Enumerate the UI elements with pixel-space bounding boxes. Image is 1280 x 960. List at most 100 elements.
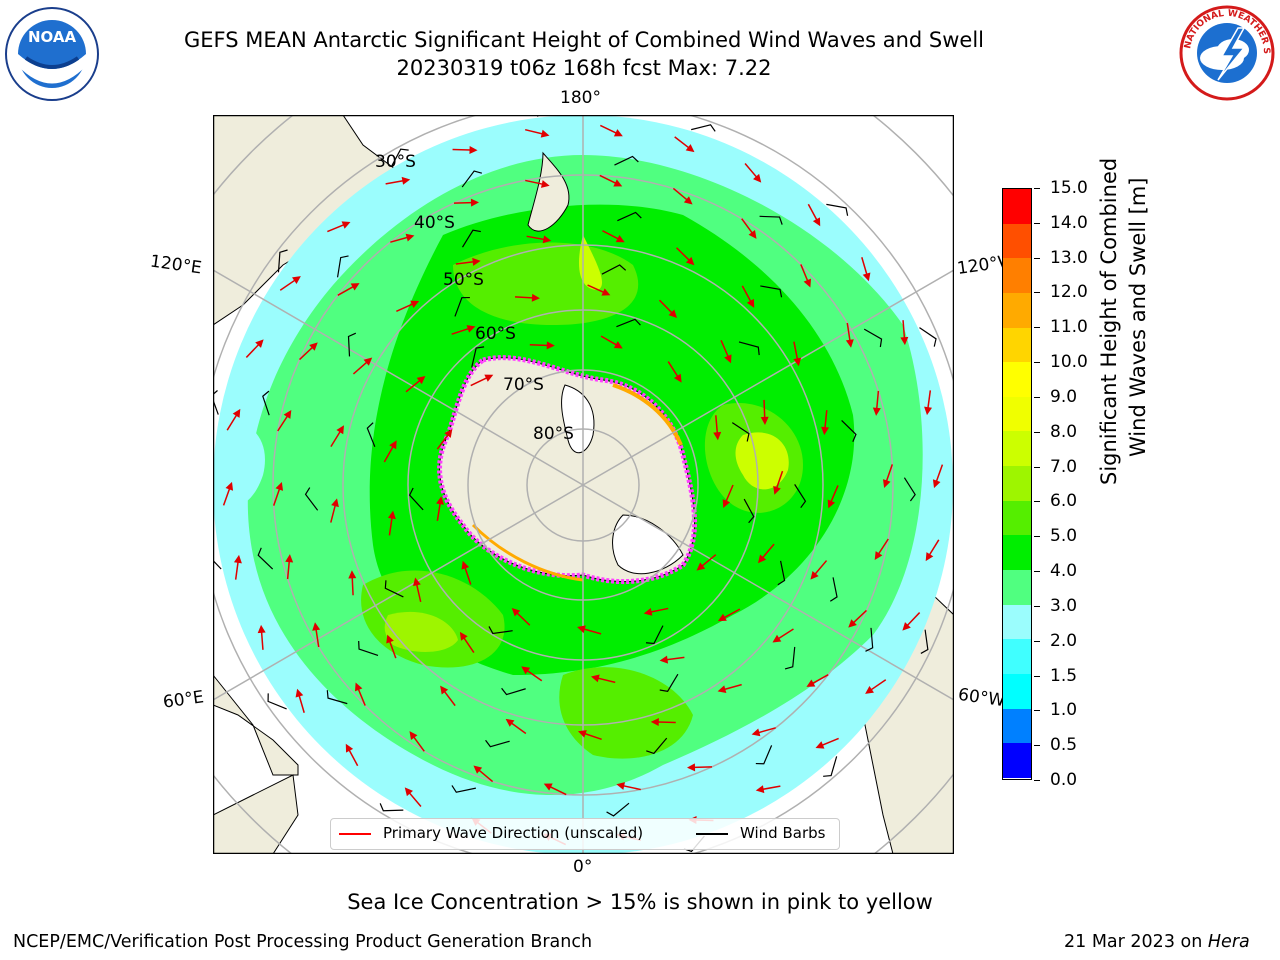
wave-arrow-head <box>683 196 693 205</box>
wave-arrow-head <box>686 763 696 772</box>
wave-arrow-head <box>751 728 761 737</box>
wind-barb <box>777 560 786 586</box>
wind-barb <box>759 215 783 225</box>
map-legend: Primary Wave Direction (unscaled) Wind B… <box>330 818 840 850</box>
graticule <box>213 115 954 854</box>
wind-barb <box>617 211 642 222</box>
wave-arrow-head <box>404 787 413 797</box>
wave-arrow-head <box>472 257 481 266</box>
footer-branch: NCEP/EMC/Verification Post Processing Pr… <box>13 932 593 952</box>
wind-barb <box>743 498 755 524</box>
wind-barb <box>257 547 274 570</box>
wave-arrow-head <box>803 278 812 288</box>
colorbar-tick-label: 1.5 <box>1034 667 1077 685</box>
wave-arrow-head <box>410 300 420 308</box>
wave-arrow-head <box>387 510 396 520</box>
wave-arrow-head <box>295 688 304 698</box>
wave-arrow-head <box>900 336 909 346</box>
title-line-1: GEFS MEAN Antarctic Significant Height o… <box>183 28 985 52</box>
wave-arrow-head <box>793 357 802 367</box>
colorbar-tick-label: 4.0 <box>1034 563 1077 580</box>
wave-arrow-head <box>409 731 418 740</box>
colorbar-tick-label: 9.0 <box>1034 388 1077 406</box>
wind-barb <box>347 332 357 357</box>
wave-arrow-head <box>924 406 933 416</box>
wave-arrow-head <box>668 309 678 319</box>
colorbar-tick-label: 11.0 <box>1034 319 1088 336</box>
wind-barb <box>267 693 287 710</box>
wave-arrow-head <box>466 325 476 333</box>
lon-label-0: 0° <box>573 857 593 877</box>
wave-arrow-head <box>615 234 625 243</box>
wave-arrow-head <box>613 129 623 137</box>
wind-barb <box>823 756 838 777</box>
wind-barb <box>826 203 849 216</box>
colorbar-segment <box>1003 431 1031 467</box>
wind-barb <box>841 419 857 442</box>
wind-barb <box>691 124 716 132</box>
wave-arrow-head <box>757 554 767 564</box>
wave-arrow-head <box>546 341 555 350</box>
wave-arrow-head <box>312 622 321 631</box>
wave-arrow-head <box>521 666 531 675</box>
wind-barb <box>366 422 376 447</box>
legend-barb-swatch <box>696 833 728 835</box>
wave-arrow-head <box>812 217 821 227</box>
wave-arrow-head <box>746 298 755 308</box>
wave-direction-arrows <box>222 124 944 846</box>
colorbar-tick-label: 8.0 <box>1034 423 1077 441</box>
wave-arrow-head <box>292 276 301 284</box>
colorbar-segment <box>1003 327 1031 363</box>
wave-arrow-head <box>336 425 345 435</box>
wind-barb <box>755 745 773 765</box>
wave-arrow-head <box>872 407 881 416</box>
wind-barb <box>646 737 668 755</box>
wave-arrow-head <box>511 607 521 617</box>
wave-arrow-head <box>413 577 421 587</box>
colorbar-segment <box>1003 535 1031 571</box>
lon-label-120e: 120°E <box>148 251 203 279</box>
wind-barb <box>461 229 481 248</box>
wave-arrow-head <box>601 288 611 296</box>
wave-arrow-head <box>821 426 830 436</box>
wave-arrow-head <box>810 570 819 580</box>
wave-arrow-head <box>416 375 426 385</box>
wave-arrow-head <box>386 634 394 644</box>
wave-arrow-head <box>865 686 874 694</box>
wave-arrow-head <box>345 743 354 753</box>
wave-arrow-head <box>440 685 449 695</box>
wind-barb <box>601 264 627 275</box>
wave-arrow-head <box>531 293 540 302</box>
colorbar-segment <box>1003 673 1031 709</box>
colorbar-segment <box>1003 604 1031 640</box>
wind-barb <box>784 646 796 670</box>
wave-arrow-head <box>461 560 470 570</box>
wave-arrow-head <box>540 180 550 188</box>
antarctica <box>437 355 697 584</box>
wave-arrow-head <box>275 482 284 491</box>
colorbar-segment <box>1003 223 1031 259</box>
colorbar-segment <box>1003 292 1031 328</box>
colorbar-tick-label: 14.0 <box>1034 214 1088 232</box>
wave-arrow-head <box>613 341 623 349</box>
wave-arrow-head <box>722 499 731 509</box>
legend-wave-swatch <box>339 833 371 835</box>
colorbar-label-line-1: Significant Height of Combined <box>1097 157 1121 485</box>
wave-arrow-head <box>540 129 550 138</box>
wave-arrow-head <box>827 499 836 509</box>
wave-arrow-head <box>753 173 762 183</box>
colorbar-segment <box>1003 500 1031 536</box>
wave-arrow-head <box>459 631 468 641</box>
lat-label-30s: 30°S <box>375 152 416 172</box>
wind-barb <box>738 341 760 356</box>
legend-barb-label: Wind Barbs <box>740 824 826 842</box>
wind-barb <box>304 487 319 511</box>
colorbar-segment <box>1003 189 1031 224</box>
lat-label-50s: 50°S <box>443 270 484 290</box>
wave-arrow-head <box>613 179 623 187</box>
wave-arrow-head <box>505 718 515 727</box>
footer-machine: Hera <box>1207 932 1250 952</box>
wave-arrow-head <box>696 562 706 571</box>
wave-arrow-head <box>650 718 659 727</box>
wave-arrow-head <box>845 339 854 348</box>
